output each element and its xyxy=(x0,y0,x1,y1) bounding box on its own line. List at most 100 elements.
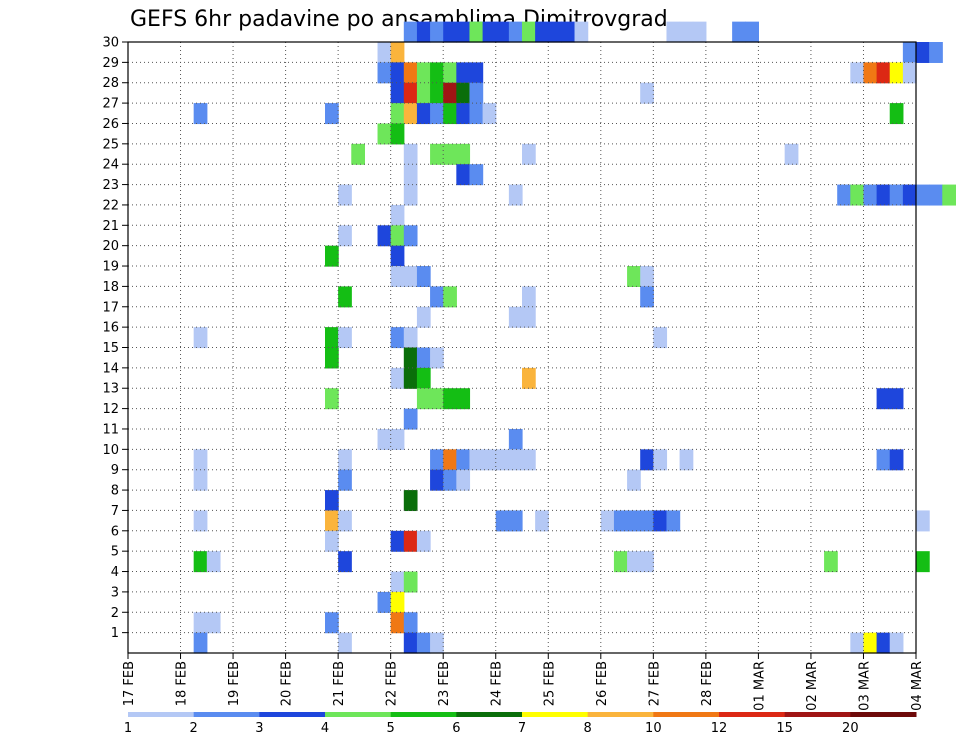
heatmap-cell xyxy=(377,428,392,450)
heatmap-cell xyxy=(902,184,917,206)
heatmap-cell xyxy=(456,82,471,104)
heatmap-cell xyxy=(443,449,457,471)
heatmap-cell xyxy=(443,388,457,410)
heatmap-cell xyxy=(653,449,668,471)
heatmap-cell xyxy=(430,21,444,43)
heatmap-cell xyxy=(403,367,418,389)
heatmap-cell xyxy=(403,632,418,654)
y-tick-label: 21 xyxy=(102,219,119,234)
heatmap-cell xyxy=(390,327,405,349)
y-tick-label: 16 xyxy=(102,321,119,336)
y-tick-label: 19 xyxy=(102,260,119,275)
heatmap-cell xyxy=(508,21,523,43)
heatmap-cell xyxy=(495,21,510,43)
heatmap-cell xyxy=(561,21,576,43)
heatmap-cell xyxy=(863,62,878,84)
y-tick-label: 24 xyxy=(102,158,119,173)
y-tick-label: 28 xyxy=(102,76,119,91)
heatmap-cell xyxy=(390,367,405,389)
heatmap-cell xyxy=(600,510,615,532)
y-tick-label: 3 xyxy=(111,585,119,600)
heatmap-cell xyxy=(692,21,707,43)
y-tick-label: 17 xyxy=(102,300,119,315)
heatmap-cell xyxy=(916,551,930,573)
heatmap-cell xyxy=(535,21,549,43)
heatmap-cell xyxy=(390,428,405,450)
heatmap-cell xyxy=(666,510,681,532)
heatmap-cell xyxy=(535,510,549,532)
heatmap-cell xyxy=(916,510,930,532)
y-tick-label: 25 xyxy=(102,137,119,152)
heatmap-cell xyxy=(469,82,484,104)
y-tick-label: 9 xyxy=(111,463,119,478)
heatmap-cell xyxy=(338,632,352,654)
heatmap-cell xyxy=(679,449,694,471)
heatmap-cell xyxy=(377,123,392,145)
heatmap-cell xyxy=(325,245,339,267)
heatmap-cell xyxy=(416,388,431,410)
x-tick-label: 24 FEB xyxy=(490,661,505,706)
y-tick-label: 26 xyxy=(102,117,119,132)
heatmap-cell xyxy=(377,591,392,613)
heatmap-cell xyxy=(338,327,352,349)
color-legend: 1 2 3 4 5 6 7 8 10 12 15 20 xyxy=(124,712,917,736)
heatmap-cell xyxy=(325,327,339,349)
heatmap-cell xyxy=(916,184,930,206)
heatmap-cell xyxy=(508,428,523,450)
heatmap-cell xyxy=(403,571,418,593)
grid-lines xyxy=(128,42,916,653)
x-tick-label: 22 FEB xyxy=(385,661,400,706)
heatmap-cell xyxy=(889,103,904,125)
heatmap-cell xyxy=(403,103,418,125)
heatmap-cell xyxy=(469,62,484,84)
heatmap-cell xyxy=(443,21,457,43)
heatmap-cell xyxy=(456,469,471,491)
heatmap-cell xyxy=(522,449,536,471)
heatmap-cell xyxy=(206,551,221,573)
heatmap-cell xyxy=(640,551,654,573)
y-tick-label: 11 xyxy=(102,422,119,437)
heatmap-cell xyxy=(469,164,484,186)
heatmap-cell xyxy=(495,510,510,532)
y-tick-label: 7 xyxy=(111,504,119,519)
x-tick-label: 01 MAR xyxy=(752,661,767,711)
heatmap-cell xyxy=(193,449,208,471)
legend-swatch xyxy=(784,712,851,717)
x-tick-label: 19 FEB xyxy=(227,661,242,706)
heatmap-cell xyxy=(390,62,405,84)
y-tick-label: 30 xyxy=(102,36,119,51)
heatmap-cell xyxy=(876,632,891,654)
heatmap-cell xyxy=(548,21,562,43)
heatmap-cell xyxy=(889,449,904,471)
legend-swatch xyxy=(456,712,523,717)
heatmap-cell xyxy=(456,388,471,410)
heatmap-cell xyxy=(876,184,891,206)
x-tick-label: 04 MAR xyxy=(910,661,925,711)
heatmap-cell xyxy=(508,510,523,532)
heatmap-cell xyxy=(325,490,339,512)
heatmap-cell xyxy=(508,449,523,471)
heatmap-cell xyxy=(942,184,956,206)
heatmap-cell xyxy=(850,184,865,206)
heatmap-cell xyxy=(443,62,457,84)
x-tick-label: 25 FEB xyxy=(542,661,557,706)
heatmap-cell xyxy=(430,632,444,654)
heatmap-cell xyxy=(390,266,405,287)
legend-swatch xyxy=(850,712,917,717)
heatmap-cell xyxy=(430,347,444,369)
heatmap-cell xyxy=(640,266,654,287)
y-tick-label: 14 xyxy=(102,361,119,376)
y-tick-label: 15 xyxy=(102,341,119,356)
heatmap-cell xyxy=(640,449,654,471)
heatmap-cell xyxy=(325,347,339,369)
heatmap-cell xyxy=(876,449,891,471)
heatmap-cell xyxy=(863,184,878,206)
heatmap-cell xyxy=(377,42,392,63)
heatmap-cell xyxy=(482,449,497,471)
heatmap-cell xyxy=(338,551,352,573)
heatmap-cell xyxy=(456,449,471,471)
heatmap-cell xyxy=(850,632,865,654)
heatmap-cell xyxy=(193,632,208,654)
legend-label: 6 xyxy=(452,721,460,736)
legend-swatch xyxy=(128,712,195,717)
